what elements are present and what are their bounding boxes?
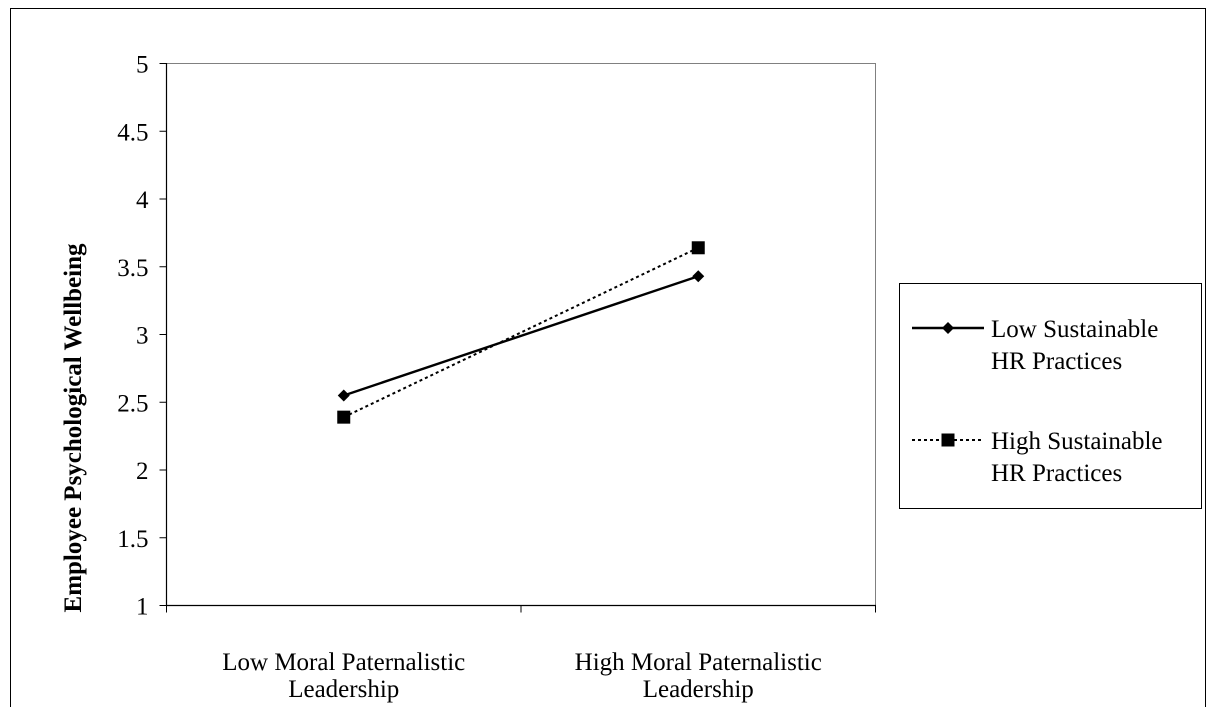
x-tick-label-line: Leadership (643, 676, 754, 703)
series-line (343, 246, 699, 419)
y-tick-label: 3.5 (117, 255, 148, 282)
x-tick-label-line: Low Moral Paternalistic (222, 649, 465, 676)
legend-label: High Sustainable HR Practices (991, 428, 1163, 487)
x-tick-label: Low Moral Paternalistic Leadership (222, 649, 465, 703)
series-layer (337, 241, 705, 424)
x-tick-label-line: High Moral Paternalistic (575, 649, 822, 676)
legend-label-line: HR Practices (991, 348, 1122, 375)
y-tick-label: 4.5 (117, 119, 148, 146)
legend-box (899, 283, 1202, 509)
y-axis-ticks: 1 1.5 2 2.5 3 3.5 4 4.5 5 (117, 52, 167, 621)
x-tick-label: High Moral Paternalistic Leadership (575, 649, 822, 703)
series-marker-square (337, 410, 351, 424)
legend-marker-diamond (942, 322, 954, 334)
series-line (343, 275, 699, 397)
y-axis-title: Employee Psychological Wellbeing (60, 243, 87, 612)
series-marker-diamond (692, 270, 705, 283)
y-tick-label: 1.5 (117, 526, 148, 553)
legend-label-line: High Sustainable (991, 428, 1163, 455)
y-tick-label: 1 (136, 594, 149, 621)
legend-marker-square (941, 433, 955, 447)
legend-label-line: Low Sustainable (991, 316, 1158, 343)
plot-area-border (166, 63, 876, 606)
y-tick-label: 2 (136, 458, 149, 485)
series-marker-square (691, 241, 705, 255)
series-marker-diamond (337, 389, 350, 402)
y-tick-label: 2.5 (117, 390, 148, 417)
legend-label: Low Sustainable HR Practices (991, 316, 1158, 375)
y-tick-label: 3 (136, 323, 149, 350)
y-tick-label: 4 (136, 187, 149, 214)
x-tick-label-line: Leadership (288, 676, 399, 703)
legend-label-line: HR Practices (991, 460, 1122, 487)
y-tick-label: 5 (136, 52, 149, 79)
